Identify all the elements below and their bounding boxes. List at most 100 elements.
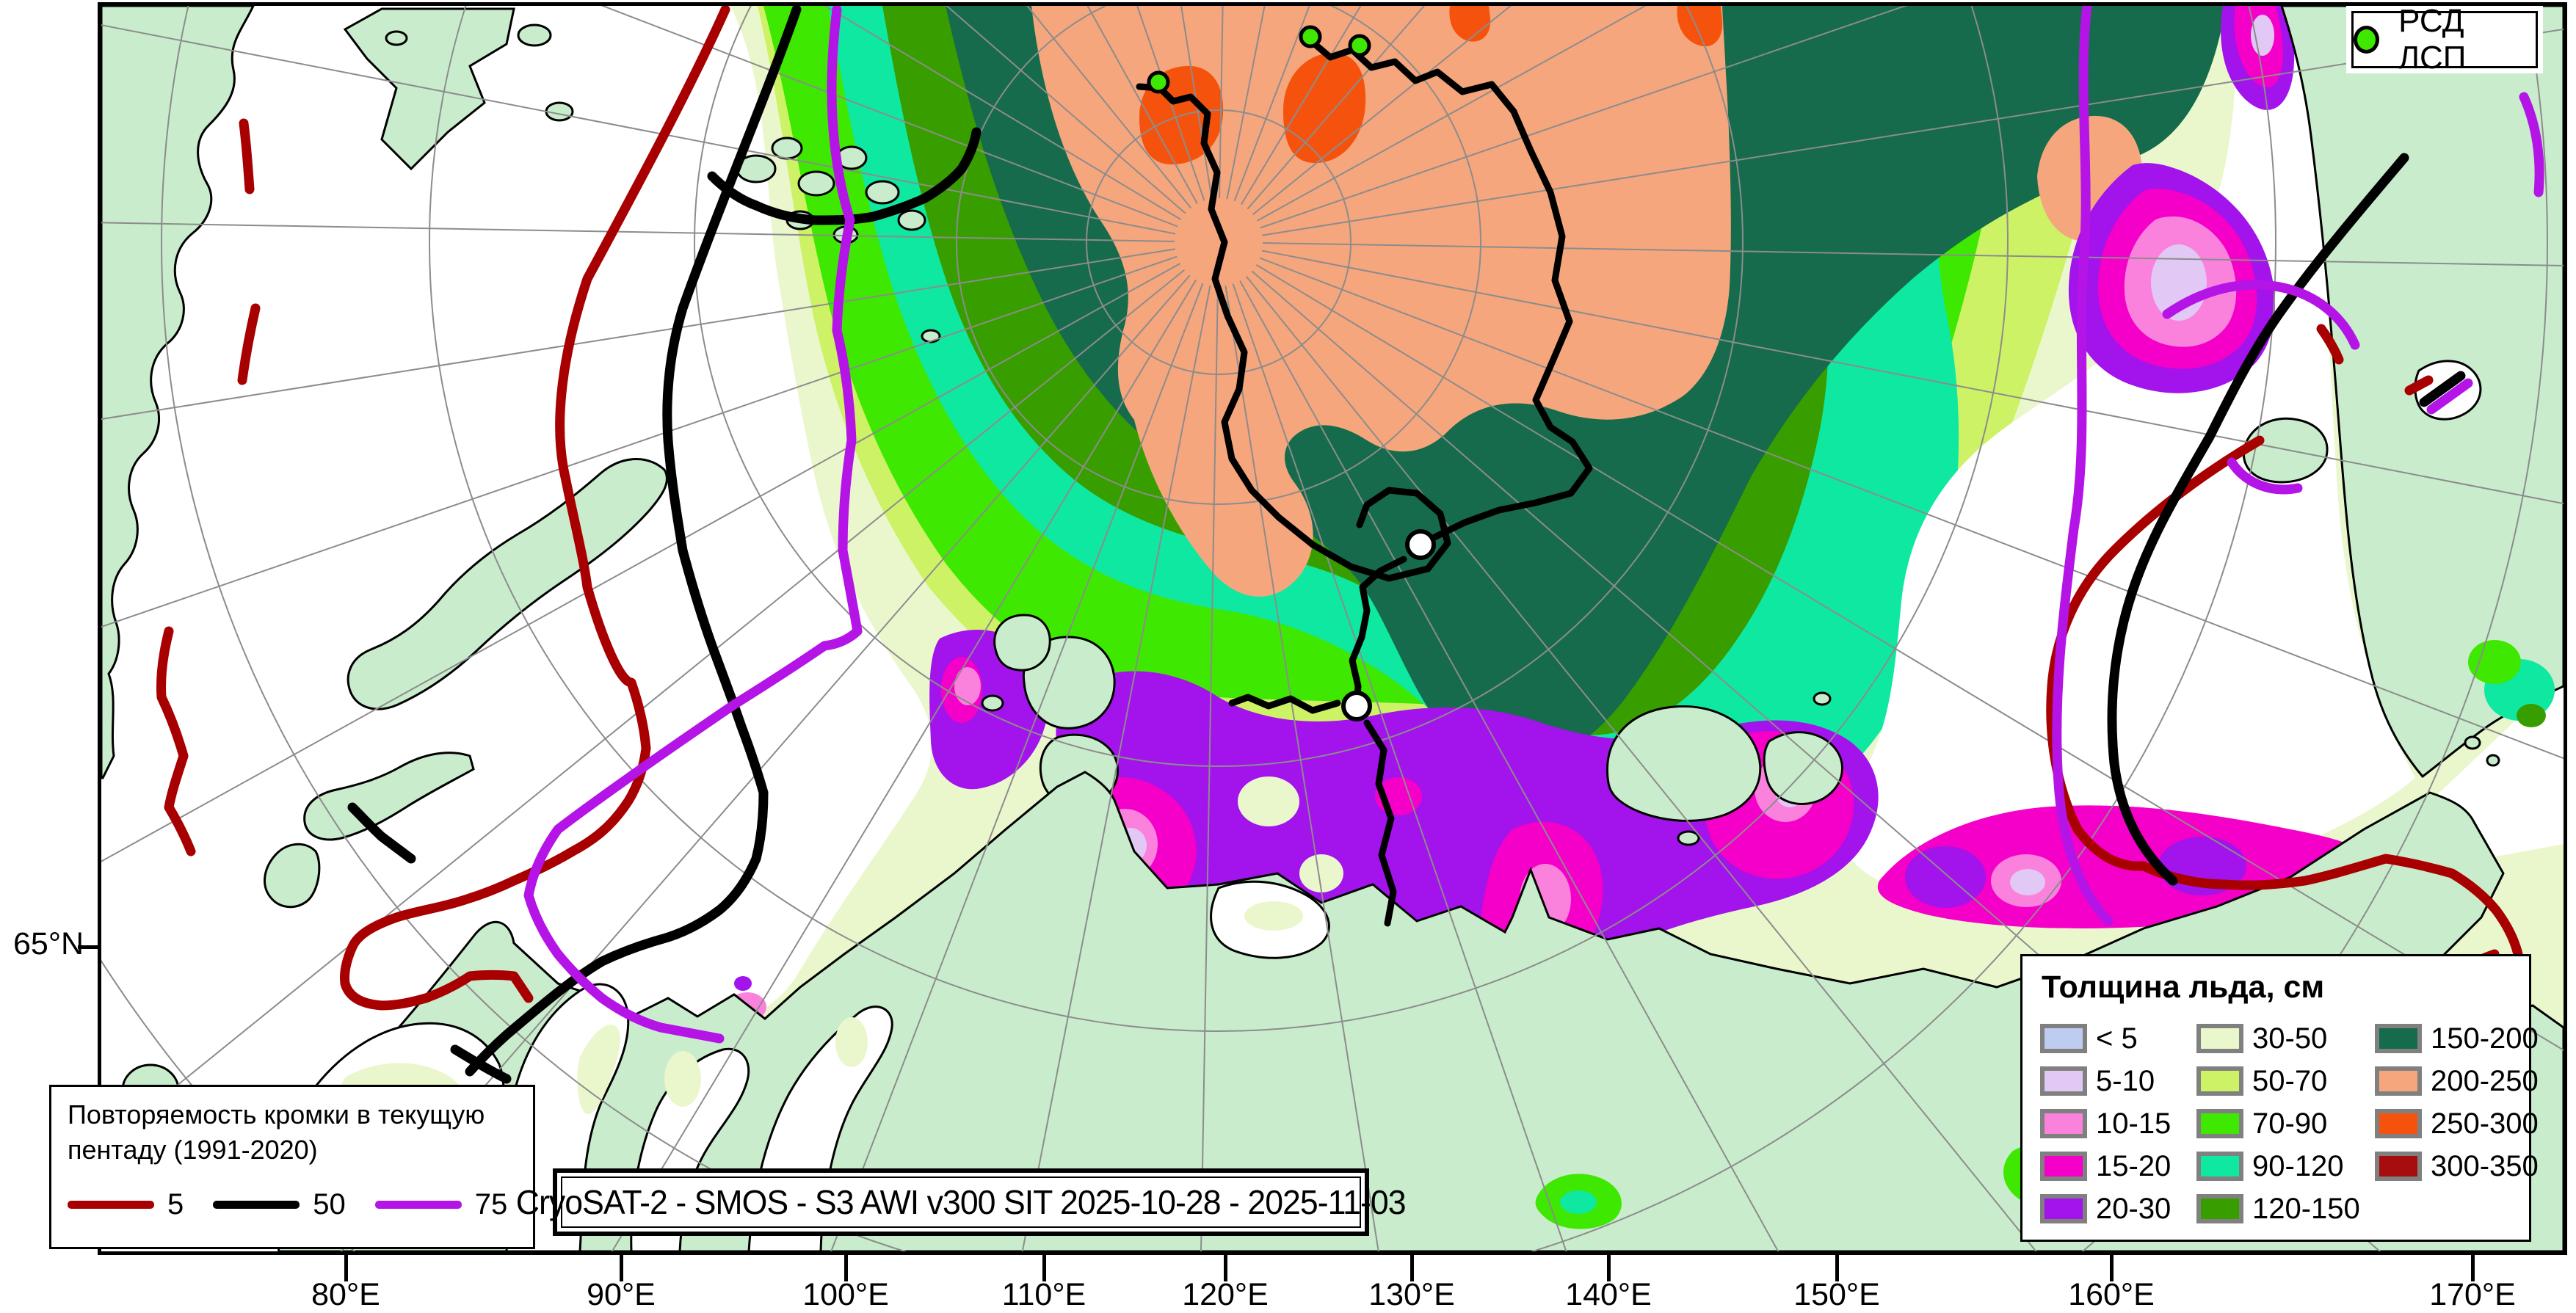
x-axis-tick [1607,1254,1611,1281]
x-axis-tick-label: 80°E [311,1277,380,1312]
land-bering-islet [2486,754,2500,767]
product-title-text: CryoSAT-2 - SMOS - S3 AWI v300 SIT 2025-… [516,1183,1407,1221]
graticule-meridian [1256,6,1647,222]
x-axis-tick-label: 150°E [1793,1277,1880,1312]
legend-swatch [2375,1024,2422,1053]
track-segment-south [1363,719,1397,927]
legend-item: 70-90 [2196,1102,2369,1145]
estuary-ice-30-50 [835,1017,868,1067]
x-axis-tick-label: 130°E [1368,1277,1455,1312]
legend-label: 250-300 [2431,1107,2539,1140]
legend-swatch [2040,1194,2087,1223]
graticule-meridian [946,6,1186,214]
legend-label: 200-250 [2431,1064,2539,1097]
graticule-meridian [340,274,1191,1251]
coastal-ice-90-120 [1560,1190,1597,1214]
young-ice-pale-hole [1238,776,1299,826]
edge-line-75-wrangel [2227,457,2303,495]
x-axis-tick [344,1254,348,1281]
young-ice-10-15-patch [954,667,981,705]
thickness-legend-grid: < 5 5-10 10-15 15-20 20-30 30-50 50-70 7… [2040,1017,2539,1230]
station-dot [1147,70,1170,94]
legend-label: 70-90 [2252,1107,2328,1140]
legend-swatch [2040,1152,2087,1181]
legend-item: 50-70 [2196,1060,2369,1102]
land-kvitoya [385,30,408,46]
x-axis-tick [620,1254,623,1281]
x-axis-tick-label: 100°E [802,1277,889,1312]
legend-label: 20-30 [2096,1192,2172,1225]
drift-track [1136,37,1593,927]
legend-item: < 5 [2040,1017,2191,1060]
graticule [101,6,2564,1251]
coastal-ice-120-150 [2517,704,2546,727]
legend-label: 120-150 [2252,1192,2360,1225]
track-segment-west [1136,83,1451,582]
thickness-legend: Толщина льда, см < 5 5-10 10-15 15-20 20… [2020,954,2539,1242]
legend-swatch [2375,1109,2422,1138]
station-legend-label: РСД ЛСП [2398,3,2467,76]
station-legend-dot-icon [2354,26,2380,54]
land-vaygach [264,843,321,909]
graticule-parallel [1086,109,1352,375]
graticule-parallel [161,6,2276,1251]
legend-item: 90-120 [2196,1145,2369,1187]
graticule-meridian [1239,280,1779,1251]
thickness-legend-title: Толщина льда, см [2042,970,2325,1005]
legend-swatch [2196,1194,2243,1223]
estuary-ice-30-50 [664,1051,701,1107]
young-ice-20-30-coastal [1905,846,1986,908]
product-title-inner-frame: CryoSAT-2 - SMOS - S3 AWI v300 SIT 2025-… [516,1176,1407,1228]
edge-line-5-fragment [2316,324,2344,365]
edge-line-5-west [340,6,730,1011]
station-dot [1348,34,1371,57]
station-legend-wrap: РСД ЛСП [2346,3,2543,76]
legend-label: 50-70 [2252,1064,2328,1097]
edge-line-50-fjl-loop [707,127,982,225]
graticule-meridian [101,269,1186,1148]
legend-label: 5-10 [2096,1064,2155,1097]
estuary-ice-30-50 [1244,901,1303,931]
young-ice-5-10-coastal [2010,869,2045,895]
graticule-meridian [101,222,1175,242]
legend-item: 200-250 [2375,1060,2539,1102]
graticule-meridian [601,6,1178,228]
legend-item: 30-50 [2196,1017,2369,1060]
legend-swatch [2196,1152,2243,1181]
land-vize-island [921,329,941,343]
graticule-meridian [830,283,1204,1251]
y-axis-tick [78,945,98,949]
graticule-meridian [101,255,1178,628]
graticule-meridian [1021,285,1211,1251]
graticule-parallel [956,6,1481,505]
edge-line-label-75: 75 [474,1188,508,1221]
x-axis-tick [2471,1254,2475,1281]
edge-line-75-east [2052,6,2114,926]
legend-swatch [2040,1109,2087,1138]
legend-swatch [2375,1066,2422,1096]
station-dot [1299,25,1322,48]
station-legend: РСД ЛСП [2351,3,2538,76]
graticule-meridian [101,248,1175,421]
graticule-meridian [1262,28,2564,236]
track-segment-mid [1349,556,1407,707]
graticule-meridian [611,279,1197,1251]
track-segment-west-wiggle [1228,694,1341,714]
graticule-meridian [1261,250,2564,505]
graticule-meridian [101,24,1176,235]
legend-swatch [2040,1066,2087,1096]
edge-line-75-west [523,6,863,1044]
legend-item: 120-150 [2196,1187,2369,1230]
land-svalbard-isle [517,23,552,47]
graticule-meridian [1260,6,1908,229]
track-position-markers [1341,529,1436,721]
edge-line-label-5: 5 [167,1188,184,1221]
ice-patch-250-300 [1283,52,1366,164]
x-axis-tick-label: 120°E [1182,1277,1269,1312]
edge-line-50-east [2107,153,2409,886]
edge-line-5-greenland [239,118,255,194]
position-marker [1341,691,1372,721]
edge-line-5-greenland [237,303,261,385]
x-axis-tick [844,1254,848,1281]
legend-item: 300-350 [2375,1145,2539,1187]
